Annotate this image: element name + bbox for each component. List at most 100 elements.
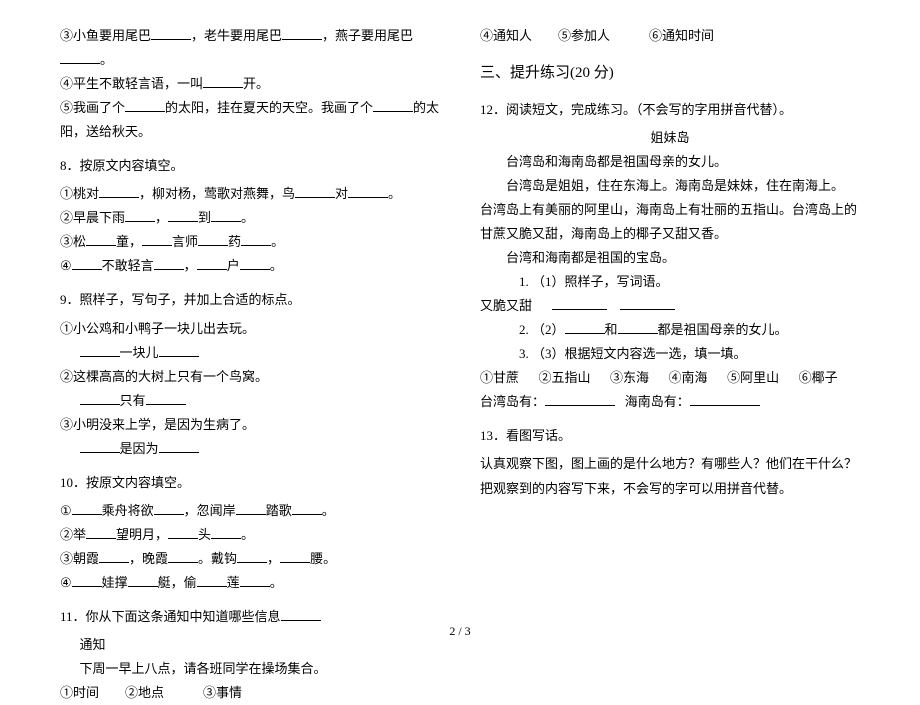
- q3b-line: 。: [60, 48, 440, 72]
- text: 对: [335, 186, 348, 201]
- blank: [154, 502, 184, 515]
- blank: [280, 550, 310, 563]
- text: ③小鱼要用尾巴: [60, 28, 151, 43]
- notice-body: 下周一早上八点，请各班同学在操场集合。: [60, 657, 440, 681]
- text: 2. （2）: [519, 322, 565, 337]
- blank: [618, 321, 658, 334]
- blank: [151, 27, 191, 40]
- text: 户: [227, 258, 240, 273]
- text: ①: [60, 503, 72, 518]
- p13-body: 认真观察下图，图上画的是什么地方？有哪些人？他们在干什么？把观察到的内容写下来，…: [480, 452, 860, 500]
- q3-line: ③小鱼要用尾巴，老牛要用尾巴，燕子要用尾巴: [60, 24, 440, 48]
- text: 开。: [243, 76, 269, 91]
- blank: [142, 233, 172, 246]
- text: 台湾岛有：: [480, 394, 545, 409]
- text: 只有: [120, 393, 146, 408]
- p12-body1: 台湾岛和海南岛都是祖国母亲的女儿。: [480, 150, 860, 174]
- text: ⑤我画了个: [60, 100, 125, 115]
- blank: [72, 257, 102, 270]
- text: ，: [155, 210, 168, 225]
- blank: [292, 502, 322, 515]
- text: ，晚霞: [129, 551, 168, 566]
- blank: [128, 574, 158, 587]
- p12-sub1: 1. （1）照样子，写词语。: [480, 270, 860, 294]
- blank: [211, 526, 241, 539]
- blank: [198, 233, 228, 246]
- blank: [125, 99, 165, 112]
- text: 。: [270, 258, 283, 273]
- text: ②举: [60, 527, 86, 542]
- text: ，忽闻岸: [184, 503, 236, 518]
- opt: ①时间: [60, 685, 99, 700]
- blank: [146, 392, 186, 405]
- blank: [154, 257, 184, 270]
- opt: ②五指山: [539, 370, 591, 385]
- p10-l2: ②举 望明月， 头 。: [60, 523, 440, 547]
- text: ④: [60, 575, 72, 590]
- blank: [552, 297, 607, 310]
- text: 童，: [116, 234, 142, 249]
- blank: [159, 344, 199, 357]
- right-column: ④通知人 ⑤参加人 ⑥通知时间 三、提升练习(20 分) 12．阅读短文，完成练…: [480, 24, 860, 705]
- q5-line: ⑤我画了个的太阳，挂在夏天的天空。我画了个的太阳，送给秋天。: [60, 96, 440, 144]
- text: ③朝霞: [60, 551, 99, 566]
- text: 踏歌: [266, 503, 292, 518]
- blank: [80, 440, 120, 453]
- blank: [80, 344, 120, 357]
- blank: [237, 550, 267, 563]
- blank: [545, 393, 615, 406]
- text: 。戴钩: [198, 551, 237, 566]
- page-columns: ③小鱼要用尾巴，老牛要用尾巴，燕子要用尾巴 。 ④平生不敢轻言语，一叫 开。 ⑤我…: [60, 24, 860, 705]
- text: ，燕子要用尾巴: [322, 28, 413, 43]
- left-column: ③小鱼要用尾巴，老牛要用尾巴，燕子要用尾巴 。 ④平生不敢轻言语，一叫 开。 ⑤我…: [60, 24, 440, 705]
- p8-l1: ①桃对，柳对杨，莺歌对燕舞，鸟对。: [60, 182, 440, 206]
- text: 是因为: [120, 441, 159, 456]
- text: 又脆又甜: [480, 298, 532, 313]
- text: 。: [241, 210, 254, 225]
- text: 。: [270, 575, 283, 590]
- opt: ③东海: [610, 370, 649, 385]
- opt: ②地点: [125, 685, 164, 700]
- p8-l3: ③松童，言师药。: [60, 230, 440, 254]
- blank: [240, 574, 270, 587]
- p9-head: 9．照样子，写句子，并加上合适的标点。: [60, 288, 440, 312]
- text: ④平生不敢轻言语，一叫: [60, 76, 203, 91]
- blank: [373, 99, 413, 112]
- p11-opts: ①时间 ②地点 ③事情: [60, 681, 440, 705]
- text: 的太阳，挂在夏天的天空。我画了个: [165, 100, 373, 115]
- opt: ④通知人: [480, 28, 532, 43]
- text: 。: [241, 527, 254, 542]
- p8-head: 8．按原文内容填空。: [60, 154, 440, 178]
- blank: [241, 233, 271, 246]
- blank: [197, 257, 227, 270]
- p12-sub3: 3. （3）根据短文内容选一选，填一填。: [480, 342, 860, 366]
- p10-l4: ④娃撑艇，偷莲。: [60, 571, 440, 595]
- text: 。: [100, 52, 113, 67]
- text: 头: [198, 527, 211, 542]
- blank: [168, 209, 198, 222]
- blank: [211, 209, 241, 222]
- text: 不敢轻言: [102, 258, 154, 273]
- text: ②早晨下雨: [60, 210, 125, 225]
- text: 望明月，: [116, 527, 168, 542]
- p12-tw: 台湾岛有： 海南岛有：: [480, 390, 860, 414]
- opt: ③事情: [203, 685, 242, 700]
- p9-l3: ③小明没来上学，是因为生病了。: [60, 413, 440, 437]
- p12-title: 姐妹岛: [480, 126, 860, 150]
- text: 。: [322, 503, 335, 518]
- text: 都是祖国母亲的女儿。: [658, 322, 788, 337]
- blank: [60, 51, 100, 64]
- opt: ⑤阿里山: [727, 370, 779, 385]
- blank: [690, 393, 760, 406]
- p9-l3b: 是因为: [60, 437, 440, 461]
- text: ④: [60, 258, 72, 273]
- blank: [348, 185, 388, 198]
- text: 言师: [172, 234, 198, 249]
- blank: [197, 574, 227, 587]
- text: 药: [228, 234, 241, 249]
- p12-body4: 台湾和海南都是祖国的宝岛。: [480, 246, 860, 270]
- blank: [565, 321, 605, 334]
- blank: [236, 502, 266, 515]
- text: 海南岛有：: [625, 394, 690, 409]
- blank: [99, 185, 139, 198]
